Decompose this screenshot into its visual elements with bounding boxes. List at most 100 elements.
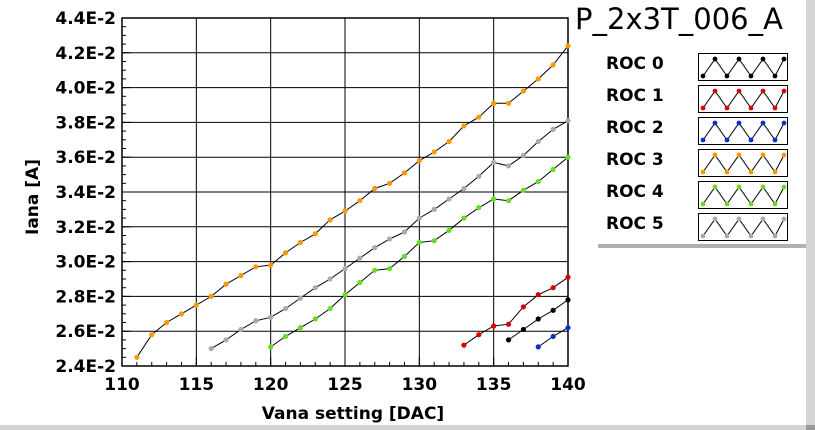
legend-label: ROC 3 — [606, 150, 664, 170]
swatch-point — [736, 152, 742, 158]
data-point — [505, 163, 512, 169]
swatch-point — [760, 120, 766, 126]
legend: ROC 0 ROC 1 ROC 2 ROC 3 ROC 4 ROC 5 — [594, 46, 806, 244]
swatch-point — [724, 137, 730, 143]
data-point — [282, 333, 289, 340]
swatch-point — [736, 88, 742, 94]
data-point — [535, 178, 541, 185]
data-point — [446, 138, 452, 145]
y-axis-label: Iana [A] — [23, 159, 43, 235]
x-tick-label: 130 — [402, 375, 438, 395]
data-point — [387, 265, 393, 272]
y-tick-label: 3.0E-2 — [55, 253, 116, 273]
swatch-point — [781, 88, 787, 94]
swatch-point — [781, 56, 787, 62]
data-point — [387, 180, 393, 186]
data-point — [461, 123, 467, 129]
swatch-line — [702, 218, 785, 237]
swatch-point — [712, 120, 718, 126]
data-point — [357, 198, 363, 204]
data-point — [476, 114, 482, 120]
swatch-point — [700, 105, 706, 111]
swatch-point — [712, 56, 718, 62]
data-point — [312, 231, 318, 237]
data-point — [431, 206, 437, 212]
data-point — [491, 323, 497, 329]
legend-item-roc-3: ROC 3 — [594, 145, 806, 177]
data-point — [461, 215, 467, 221]
swatch-point — [781, 120, 787, 126]
data-point — [535, 76, 541, 82]
data-point — [327, 276, 333, 282]
y-tick-label: 3.8E-2 — [55, 113, 116, 133]
data-point — [401, 170, 408, 176]
data-point — [505, 198, 512, 204]
swatch-point — [748, 137, 754, 143]
swatch-point — [700, 137, 706, 143]
data-point — [461, 185, 467, 192]
legend-item-roc-4: ROC 4 — [594, 177, 806, 209]
data-point — [565, 325, 571, 331]
data-point — [372, 267, 378, 273]
series-line — [210, 120, 569, 350]
series-roc-1 — [461, 274, 571, 348]
data-point — [565, 274, 571, 280]
data-point — [297, 239, 303, 246]
data-point — [178, 311, 185, 317]
swatch-point — [781, 184, 787, 190]
data-point — [253, 318, 259, 324]
data-point — [282, 250, 289, 256]
swatch-point — [748, 233, 754, 239]
data-point — [193, 302, 199, 308]
zigzag-line-swatch-icon — [698, 53, 788, 81]
swatch-point — [700, 73, 706, 79]
swatch-point — [724, 169, 730, 175]
swatch-point — [772, 105, 778, 111]
x-tick-label: 135 — [476, 375, 512, 395]
swatch-point — [700, 169, 706, 175]
data-point — [565, 297, 571, 303]
series-roc-2 — [535, 325, 571, 350]
data-point — [268, 262, 274, 268]
swatch-point — [760, 56, 766, 62]
data-point — [253, 264, 259, 270]
data-point — [268, 314, 274, 320]
data-point — [238, 326, 244, 333]
legend-label: ROC 0 — [606, 54, 664, 74]
swatch-point — [736, 216, 742, 222]
series-roc-0 — [505, 297, 571, 343]
legend-label: ROC 4 — [606, 182, 664, 202]
data-point — [535, 138, 541, 145]
swatch-point — [781, 216, 787, 222]
chart-plot: 110 115 120 125 130 135 140 2.4E-2 2.6E-2 2.8E-2 3… — [23, 9, 586, 424]
data-point — [505, 100, 512, 106]
zigzag-line-swatch-icon — [698, 149, 788, 177]
series-line — [136, 45, 569, 358]
swatch-point — [712, 184, 718, 190]
data-point — [446, 227, 452, 233]
data-point — [416, 158, 422, 164]
data-point — [164, 319, 170, 326]
swatch-point — [736, 184, 742, 190]
data-point — [505, 321, 512, 327]
y-tick-label: 3.4E-2 — [55, 183, 116, 203]
data-point — [565, 43, 571, 49]
swatch-point — [772, 233, 778, 239]
swatch-point — [748, 73, 754, 79]
swatch-point — [712, 152, 718, 158]
data-point — [520, 187, 527, 193]
swatch-point — [724, 105, 730, 111]
data-point — [401, 253, 408, 259]
data-point — [372, 185, 378, 192]
swatch-point — [772, 169, 778, 175]
x-tick-label: 125 — [327, 375, 363, 395]
legend-label: ROC 2 — [606, 118, 664, 138]
window-edge-bottom — [0, 425, 815, 430]
swatch-point — [724, 201, 730, 207]
swatch-line — [702, 154, 785, 173]
data-point — [342, 208, 348, 214]
data-point — [565, 154, 571, 160]
data-point — [535, 292, 541, 298]
data-point — [208, 346, 214, 352]
